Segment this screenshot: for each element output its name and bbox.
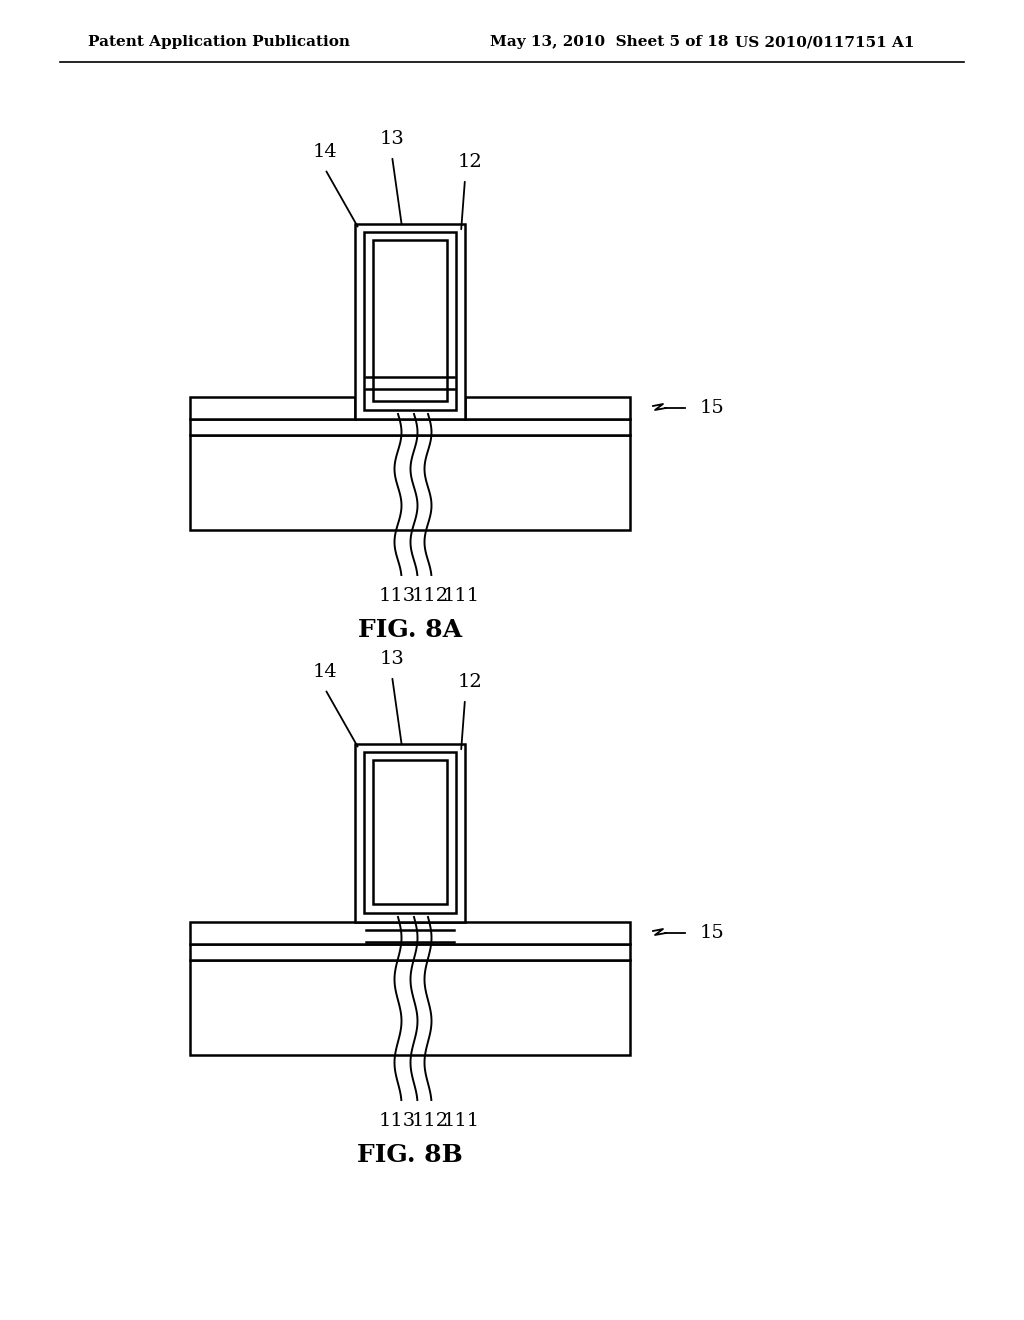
Text: 111: 111 bbox=[442, 1111, 479, 1130]
Bar bbox=[355, 224, 465, 418]
Bar bbox=[190, 960, 630, 1055]
Text: 111: 111 bbox=[442, 587, 479, 605]
Bar bbox=[373, 760, 447, 904]
Text: 113: 113 bbox=[379, 587, 416, 605]
Bar bbox=[190, 921, 630, 944]
Bar bbox=[364, 232, 456, 411]
Text: 112: 112 bbox=[412, 1111, 449, 1130]
Bar bbox=[355, 744, 465, 921]
Text: 14: 14 bbox=[312, 143, 337, 161]
Text: FIG. 8B: FIG. 8B bbox=[357, 1143, 463, 1167]
Text: 14: 14 bbox=[312, 663, 337, 681]
Text: 13: 13 bbox=[380, 129, 404, 148]
Text: 15: 15 bbox=[700, 924, 725, 942]
Text: FIG. 8A: FIG. 8A bbox=[358, 618, 462, 642]
Text: May 13, 2010  Sheet 5 of 18: May 13, 2010 Sheet 5 of 18 bbox=[490, 36, 728, 49]
Bar bbox=[373, 240, 447, 401]
Bar bbox=[465, 397, 630, 418]
Text: 12: 12 bbox=[458, 673, 482, 690]
Bar bbox=[364, 752, 456, 913]
Text: 112: 112 bbox=[412, 587, 449, 605]
Bar bbox=[190, 397, 355, 418]
Text: 113: 113 bbox=[379, 1111, 416, 1130]
Text: 15: 15 bbox=[700, 399, 725, 417]
Bar bbox=[190, 944, 630, 960]
Text: US 2010/0117151 A1: US 2010/0117151 A1 bbox=[735, 36, 914, 49]
Bar bbox=[190, 436, 630, 531]
Text: 12: 12 bbox=[458, 153, 482, 172]
Text: 13: 13 bbox=[380, 649, 404, 668]
Bar bbox=[190, 418, 630, 436]
Text: Patent Application Publication: Patent Application Publication bbox=[88, 36, 350, 49]
